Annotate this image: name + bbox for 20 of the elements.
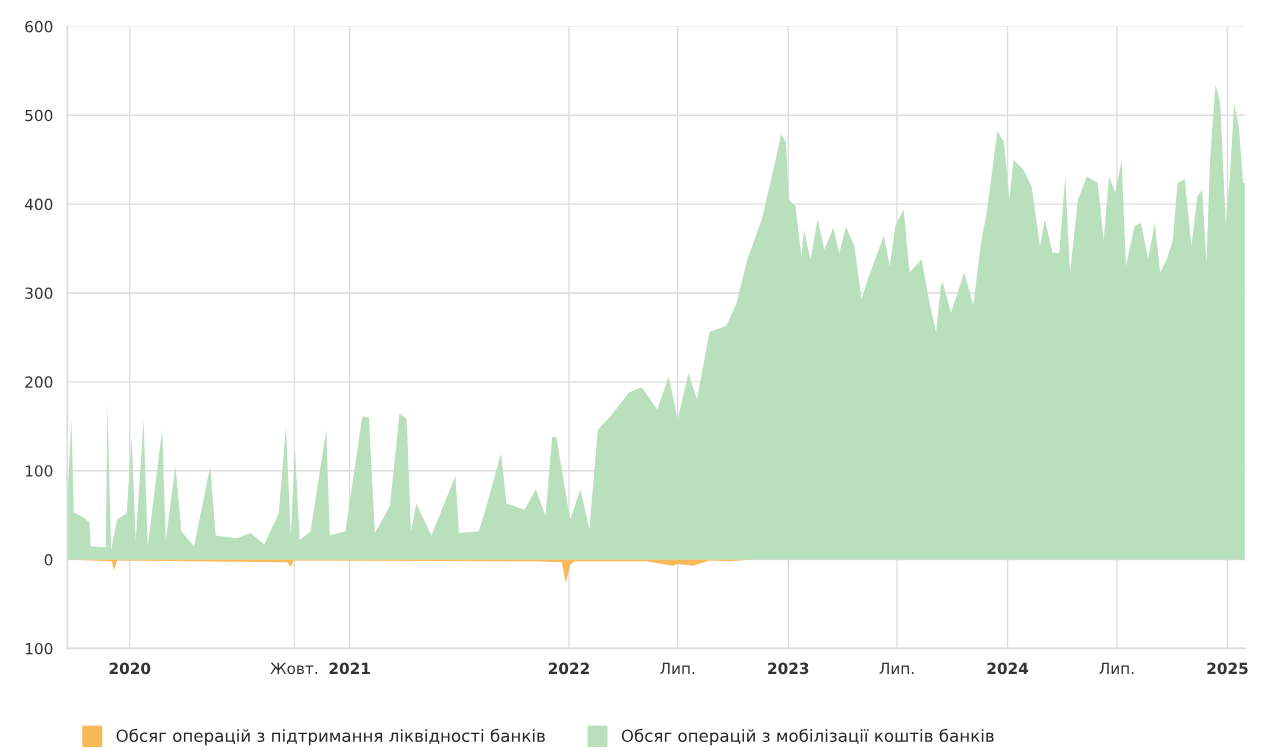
x-tick-label: Лип.: [1099, 662, 1134, 674]
x-tick-label: 2024: [987, 662, 1029, 675]
x-tick-label: 2025: [1207, 662, 1248, 675]
legend-label: Обсяг операцій з мобілізації коштів банків: [621, 728, 994, 746]
x-tick-label: 2023: [768, 662, 809, 675]
y-tick-label: 0: [44, 554, 53, 566]
y-tick-label: 100: [25, 642, 53, 655]
x-tick-label: Жовт.: [270, 662, 318, 675]
y-tick-label: 400: [24, 198, 53, 211]
y-tick-label: 600: [25, 20, 53, 33]
y-tick-label: 200: [25, 376, 53, 388]
legend-label: Обсяг операцій з підтримання ліквідності банків: [116, 728, 545, 746]
x-tick-label: Лип.: [879, 662, 914, 674]
y-tick-label: 100: [25, 465, 53, 477]
y-tick-label: 300: [25, 287, 53, 299]
x-tick-label: 2022: [548, 662, 589, 675]
y-tick-label: 500: [25, 109, 53, 122]
x-tick-label: 2021: [329, 662, 370, 675]
x-tick-label: Лип.: [660, 662, 695, 674]
x-tick-label: 2020: [109, 662, 151, 675]
